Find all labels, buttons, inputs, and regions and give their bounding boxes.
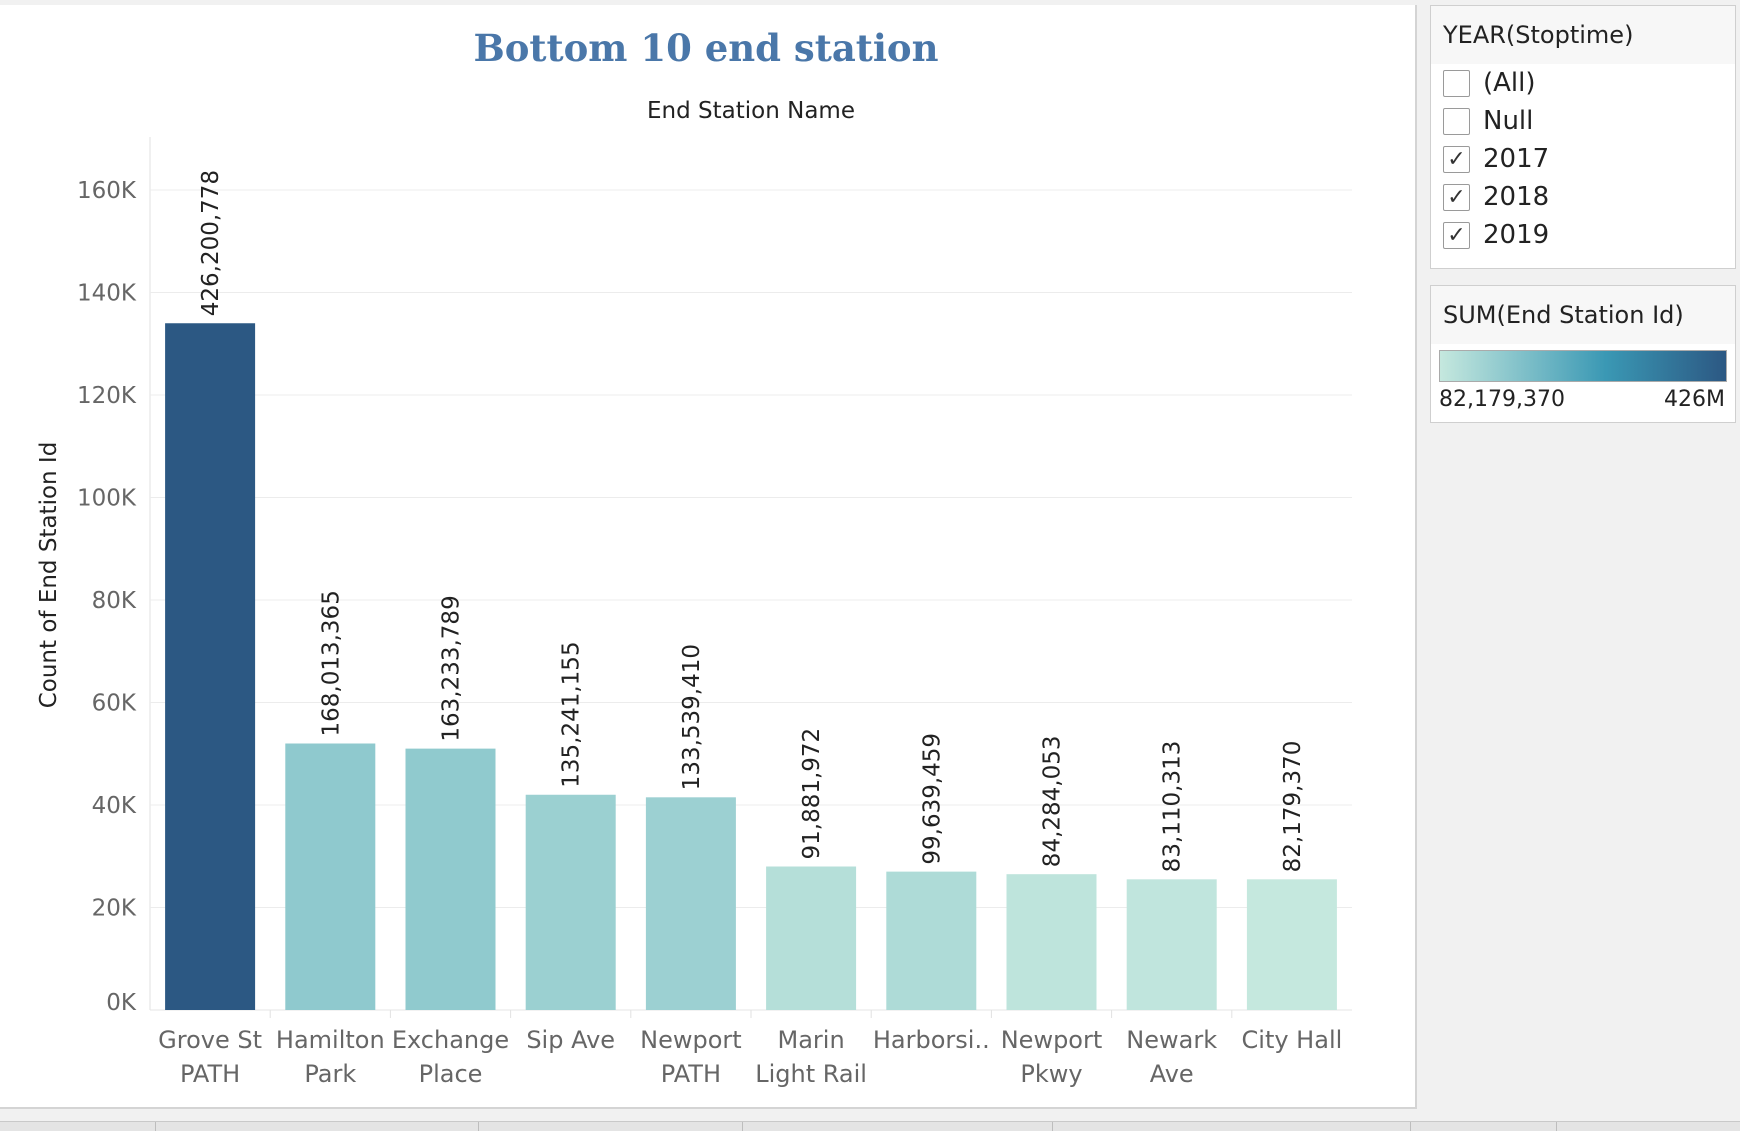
tab-divider [742,1122,743,1131]
filter-option-label: 2017 [1483,144,1550,174]
y-tick-label: 100K [77,486,137,512]
category-label: Exchange [392,1026,509,1054]
data-label: 163,233,789 [439,595,465,741]
y-tick-label: 20K [92,896,137,922]
bar[interactable] [405,748,496,1010]
bar[interactable] [645,797,736,1010]
sheet-tab-bar[interactable] [0,1121,1740,1131]
tab-divider [155,1122,156,1131]
chart-panel: Bottom 10 end station End Station Name 0… [0,5,1417,1109]
checkbox-checked-icon[interactable]: ✓ [1443,222,1470,249]
category-label: Harborsi.. [873,1026,990,1054]
filter-option-label: (All) [1483,68,1536,98]
category-label: Place [419,1060,483,1088]
checkbox-icon[interactable] [1443,70,1470,97]
y-tick-label: 40K [92,793,137,819]
bar[interactable] [525,794,616,1010]
tab-divider [1052,1122,1053,1131]
data-label: 83,110,313 [1160,741,1186,873]
y-tick-label: 0K [106,990,137,1016]
y-tick-label: 60K [92,691,137,717]
filter-option[interactable]: ✓ 2018 [1431,178,1735,216]
color-legend-card: SUM(End Station Id) 82,179,370 426M [1430,285,1736,423]
data-label: 168,013,365 [318,590,344,736]
filter-option-label: 2019 [1483,220,1550,250]
y-axis-label: Count of End Station Id [36,442,62,709]
category-label: Marin [778,1026,845,1054]
filter-list: (All) Null ✓ 2017 ✓ 2018 ✓ 2019 [1431,64,1735,254]
legend-max-label: 426M [1664,387,1725,412]
bar[interactable] [165,323,256,1010]
data-label: 133,539,410 [679,644,705,790]
y-tick-label: 80K [92,588,137,614]
data-label: 91,881,972 [799,728,825,860]
tab-divider [1410,1122,1411,1131]
category-label: Newport [640,1026,742,1054]
tab-divider [478,1122,479,1131]
tab-divider [1556,1122,1557,1131]
bar[interactable] [1006,874,1097,1010]
category-label: PATH [180,1060,240,1088]
filter-title: YEAR(Stoptime) [1431,6,1735,64]
category-label: Ave [1150,1060,1194,1088]
filter-option[interactable]: ✓ 2019 [1431,216,1735,254]
data-label: 426,200,778 [198,170,224,316]
data-label: 135,241,155 [559,641,585,787]
bar[interactable] [766,866,857,1011]
filter-option[interactable]: Null [1431,102,1735,140]
bar[interactable] [1246,879,1337,1010]
category-label: City Hall [1242,1026,1343,1054]
filter-option-label: 2018 [1483,182,1550,212]
checkbox-checked-icon[interactable]: ✓ [1443,146,1470,173]
filter-option-label: Null [1483,106,1534,136]
x-axis-categories: Grove St PATH Hamilton Park Exchange Place Sip… [158,1010,1342,1088]
chart-title: Bottom 10 end station [473,26,938,70]
data-labels: 426,200,778 168,013,365 163,233,789 135,241… [198,170,1306,872]
legend-title: SUM(End Station Id) [1431,286,1735,344]
checkbox-checked-icon[interactable]: ✓ [1443,184,1470,211]
bars [165,323,1337,1010]
legend-min-label: 82,179,370 [1439,387,1565,412]
category-label: Newport [1001,1026,1103,1054]
checkbox-icon[interactable] [1443,108,1470,135]
y-tick-label: 160K [77,178,137,204]
data-label: 82,179,370 [1280,741,1306,873]
y-tick-label: 140K [77,281,137,307]
color-gradient-bar [1439,350,1727,382]
category-label: Newark [1126,1026,1217,1054]
category-label: Sip Ave [526,1026,615,1054]
bar[interactable] [1126,879,1217,1010]
filter-option[interactable]: ✓ 2017 [1431,140,1735,178]
y-axis-ticks: 0K 20K 40K 60K 80K 100K 120K 140K 160K [77,178,137,1016]
category-label: Light Rail [755,1060,867,1088]
column-header: End Station Name [647,98,855,124]
category-label: Grove St [158,1026,262,1054]
year-filter-card: YEAR(Stoptime) (All) Null ✓ 2017 ✓ 2018 ✓ 2019 [1430,5,1736,269]
bar[interactable] [886,871,977,1010]
data-label: 84,284,053 [1040,735,1066,867]
filter-option[interactable]: (All) [1431,64,1735,102]
data-label: 99,639,459 [919,733,945,865]
bar-chart: Bottom 10 end station End Station Name 0… [36,26,1352,1088]
category-label: Hamilton [276,1026,385,1054]
bar[interactable] [285,743,376,1011]
y-tick-label: 120K [77,383,137,409]
category-label: Pkwy [1020,1060,1082,1088]
category-label: Park [304,1060,356,1088]
category-label: PATH [661,1060,721,1088]
